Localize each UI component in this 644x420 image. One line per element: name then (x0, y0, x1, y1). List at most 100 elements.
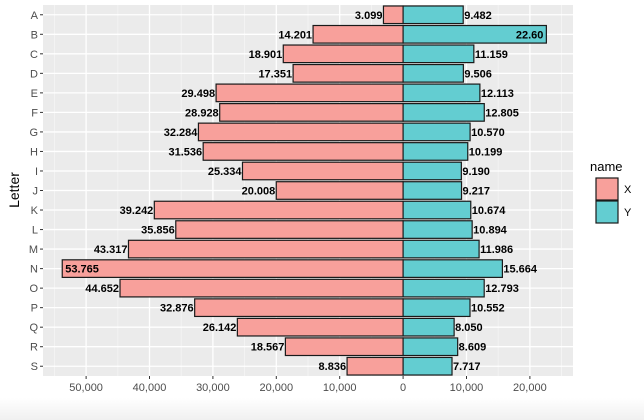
bar-y-d (402, 63, 464, 83)
y-tick-label-o: O (29, 283, 38, 295)
data-label-x-p: 32.876 (160, 303, 194, 315)
bar-x-c (282, 44, 404, 64)
y-axis-title: Letter (6, 172, 22, 208)
data-label-x-l: 35.856 (141, 225, 175, 237)
bar-y-r (402, 337, 459, 357)
bar-x-q (236, 317, 404, 337)
data-label-x-q: 26.142 (203, 322, 237, 334)
bars (61, 5, 547, 376)
bar-y-e (402, 83, 481, 103)
y-tick-label-l: L (32, 225, 38, 237)
bar-y-f (402, 103, 485, 122)
y-tick-label-g: G (29, 127, 38, 139)
bar-x-n (61, 259, 404, 278)
data-label-y-g: 10.570 (471, 127, 505, 139)
y-tick-label-c: C (30, 49, 38, 61)
legend-label-x: X (624, 184, 632, 196)
data-label-y-n: 15.664 (503, 264, 538, 276)
data-label-y-j: 9.217 (463, 186, 491, 198)
bar-y-g (402, 122, 471, 142)
data-label-y-b: 22.60 (516, 29, 544, 41)
data-label-x-o: 44.652 (85, 283, 119, 295)
bar-x-m (127, 239, 404, 259)
data-label-x-h: 31.536 (169, 146, 203, 158)
legend-title: name (590, 159, 623, 174)
data-label-x-c: 18.901 (249, 49, 283, 61)
data-label-x-f: 28.928 (185, 107, 219, 119)
bar-x-g (197, 122, 404, 142)
data-label-y-o: 12.793 (485, 283, 519, 295)
bar-y-s (402, 356, 453, 376)
data-label-x-m: 43.317 (94, 244, 128, 256)
bar-x-k (153, 200, 404, 220)
y-tick-label-b: B (31, 29, 38, 41)
data-label-x-j: 20.008 (242, 186, 276, 198)
x-tick-label: 20,000 (259, 382, 293, 394)
x-tick-label: 50,000 (69, 382, 103, 394)
data-label-x-d: 17.351 (258, 68, 292, 80)
y-tick-label-i: I (35, 166, 38, 178)
x-tick-label: 10,000 (450, 382, 484, 394)
bar-y-a (402, 5, 464, 25)
bar-x-f (219, 103, 404, 122)
legend-key-x (595, 177, 619, 201)
bar-x-p (194, 298, 404, 318)
bar-x-a (382, 5, 404, 25)
data-label-y-d: 9.506 (464, 68, 492, 80)
data-label-x-n: 53.765 (65, 264, 99, 276)
legend-key-y (595, 200, 619, 224)
data-label-y-s: 7.717 (453, 361, 481, 373)
data-label-x-k: 39.242 (120, 205, 154, 217)
y-tick-label-r: R (30, 342, 38, 354)
data-label-x-r: 18.567 (251, 342, 285, 354)
bar-y-j (402, 181, 463, 200)
bar-y-m (402, 239, 480, 259)
y-tick-label-p: P (31, 303, 38, 315)
bar-x-r (284, 337, 404, 357)
bar-x-e (215, 83, 404, 103)
data-label-y-q: 8.050 (455, 322, 483, 334)
bar-y-o (402, 278, 485, 298)
bar-y-h (402, 142, 469, 161)
bar-y-l (402, 220, 473, 239)
bar-x-j (275, 181, 404, 200)
legend: name XY (590, 159, 632, 224)
y-tick-label-q: Q (29, 322, 38, 334)
data-label-y-f: 12.805 (485, 107, 519, 119)
y-tick-label-a: A (31, 10, 39, 22)
y-tick-label-e: E (31, 88, 38, 100)
legend-label-y: Y (624, 207, 632, 219)
data-label-y-c: 11.159 (475, 49, 508, 61)
data-label-x-g: 32.284 (164, 127, 199, 139)
x-tick-label: 30,000 (196, 382, 230, 394)
y-tick-label-d: D (30, 68, 38, 80)
bar-x-i (241, 161, 404, 181)
data-label-x-a: 3.099 (355, 10, 383, 22)
data-label-y-m: 11.986 (480, 244, 513, 256)
y-tick-label-m: M (29, 244, 38, 256)
data-label-y-k: 10.674 (472, 205, 507, 217)
bar-x-d (292, 63, 404, 83)
bar-x-b (312, 24, 404, 44)
data-label-y-a: 9.482 (464, 10, 492, 22)
bar-y-k (402, 200, 472, 220)
data-label-y-p: 10.552 (471, 303, 505, 315)
bar-y-b (402, 24, 547, 44)
bar-y-q (402, 317, 455, 337)
x-tick-label: 20,000 (513, 382, 547, 394)
data-labels: 3.099 14.201 18.901 17.351 29.498 28.928 32.28… (65, 10, 543, 373)
data-label-x-b: 14.201 (278, 29, 312, 41)
x-tick-label: 40,000 (133, 382, 167, 394)
x-tick-label: 10,000 (323, 382, 357, 394)
bar-y-p (402, 298, 471, 318)
bar-x-o (119, 278, 404, 298)
data-label-y-i: 9.190 (462, 166, 490, 178)
data-label-x-s: 8.836 (319, 361, 347, 373)
data-label-x-e: 29.498 (181, 88, 215, 100)
bar-y-i (402, 161, 462, 181)
bar-x-h (202, 142, 404, 161)
window-bottom-edge (0, 398, 644, 420)
bar-y-n (402, 259, 504, 278)
